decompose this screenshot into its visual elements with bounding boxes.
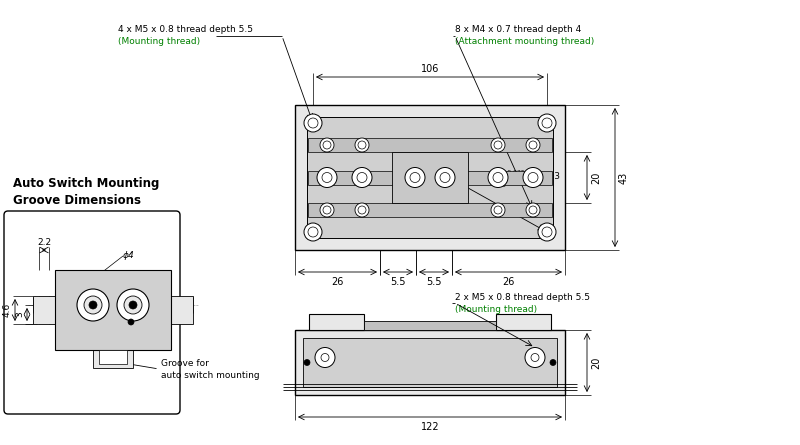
Text: (Mounting thread): (Mounting thread) [455, 304, 537, 313]
Circle shape [89, 301, 97, 309]
Text: 122: 122 [421, 422, 439, 432]
Circle shape [526, 203, 540, 217]
Bar [93, 350, 133, 368]
Bar [496, 314, 551, 330]
Text: 5.5: 5.5 [390, 277, 406, 287]
Circle shape [529, 206, 537, 214]
Circle shape [531, 353, 539, 361]
Circle shape [523, 167, 543, 187]
Circle shape [84, 296, 102, 314]
Text: Groove for: Groove for [161, 360, 209, 368]
Text: Auto Switch Mounting: Auto Switch Mounting [13, 177, 159, 190]
Bar [99, 350, 127, 364]
Text: (Mounting thread): (Mounting thread) [118, 37, 200, 46]
Circle shape [321, 353, 329, 361]
Circle shape [315, 348, 335, 368]
Circle shape [304, 223, 322, 241]
Text: 26: 26 [331, 277, 344, 287]
Circle shape [322, 173, 332, 182]
Bar [309, 314, 364, 330]
Circle shape [435, 167, 455, 187]
Circle shape [528, 173, 538, 182]
Circle shape [488, 167, 508, 187]
Bar [171, 296, 193, 324]
Circle shape [124, 296, 142, 314]
Circle shape [128, 319, 134, 325]
Text: 3: 3 [15, 312, 24, 317]
Bar [55, 270, 171, 350]
Text: 5.5: 5.5 [426, 277, 442, 287]
Bar [308, 171, 552, 185]
Circle shape [320, 138, 334, 152]
Circle shape [355, 138, 369, 152]
Text: depth 3: depth 3 [522, 172, 560, 181]
Text: 8 x M4 x 0.7 thread depth 4: 8 x M4 x 0.7 thread depth 4 [455, 25, 582, 35]
Circle shape [491, 138, 505, 152]
Text: 20: 20 [591, 171, 601, 184]
Circle shape [358, 206, 366, 214]
Circle shape [440, 173, 450, 182]
Bar [364, 321, 496, 330]
Circle shape [352, 167, 372, 187]
Circle shape [77, 289, 109, 321]
Circle shape [526, 138, 540, 152]
Text: 4 x M5 x 0.8 thread depth 5.5: 4 x M5 x 0.8 thread depth 5.5 [118, 25, 253, 35]
Text: 106: 106 [421, 64, 439, 74]
Bar [33, 296, 55, 324]
Circle shape [542, 118, 552, 128]
Circle shape [525, 348, 545, 368]
Text: 43: 43 [619, 171, 629, 184]
Bar [307, 117, 553, 238]
Circle shape [304, 360, 310, 365]
FancyBboxPatch shape [4, 211, 180, 414]
Circle shape [304, 114, 322, 132]
Circle shape [320, 203, 334, 217]
Bar [392, 152, 468, 203]
Circle shape [491, 203, 505, 217]
Circle shape [129, 301, 137, 309]
Circle shape [410, 173, 420, 182]
Bar [308, 203, 552, 217]
Bar [308, 138, 552, 152]
Circle shape [542, 227, 552, 237]
Circle shape [529, 141, 537, 149]
Text: 20: 20 [591, 356, 601, 369]
Circle shape [538, 114, 556, 132]
Text: auto switch mounting: auto switch mounting [161, 371, 260, 380]
Circle shape [405, 167, 425, 187]
Circle shape [550, 360, 556, 365]
Circle shape [358, 141, 366, 149]
Circle shape [117, 289, 149, 321]
Circle shape [355, 203, 369, 217]
Circle shape [308, 227, 318, 237]
Circle shape [494, 206, 502, 214]
Text: 0: 0 [502, 183, 506, 188]
Text: ϕ4: ϕ4 [123, 251, 134, 260]
Circle shape [494, 141, 502, 149]
Circle shape [538, 223, 556, 241]
Bar [295, 330, 565, 395]
Text: (Attachment mounting thread): (Attachment mounting thread) [455, 37, 594, 46]
Text: 2 x M5 x 0.8 thread depth 5.5: 2 x M5 x 0.8 thread depth 5.5 [455, 292, 590, 302]
Circle shape [317, 167, 337, 187]
Bar [303, 338, 557, 387]
Circle shape [308, 118, 318, 128]
Text: 2 x ϕ3H9: 2 x ϕ3H9 [452, 172, 493, 181]
Circle shape [493, 173, 503, 182]
Circle shape [323, 206, 331, 214]
Circle shape [357, 173, 367, 182]
Text: 26: 26 [502, 277, 514, 287]
Text: 4.6: 4.6 [3, 303, 12, 317]
Text: 2.2: 2.2 [37, 238, 51, 247]
Bar [295, 105, 565, 250]
Circle shape [323, 141, 331, 149]
Text: +0.025: +0.025 [502, 170, 525, 175]
Text: Groove Dimensions: Groove Dimensions [13, 194, 141, 206]
